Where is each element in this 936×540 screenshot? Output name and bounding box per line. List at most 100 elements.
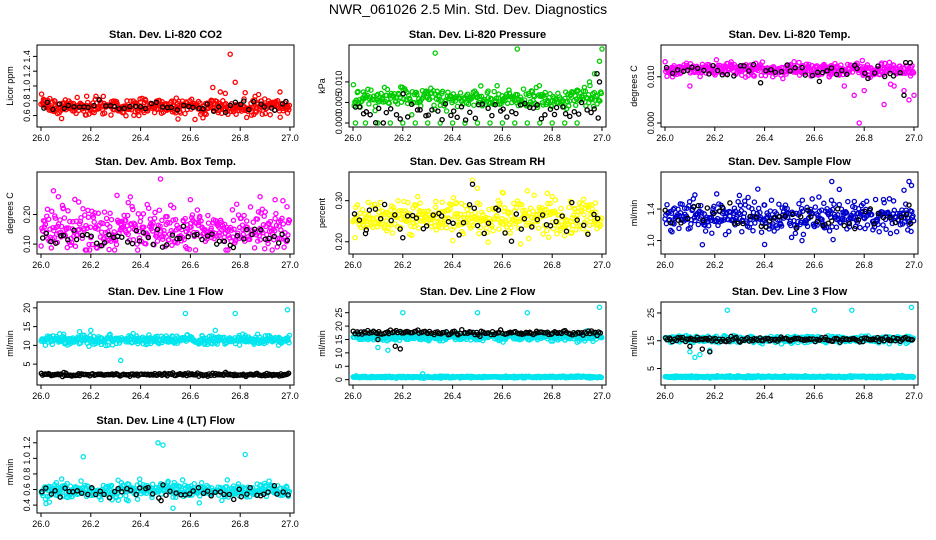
data-point	[413, 215, 420, 221]
data-point	[143, 241, 149, 247]
data-point	[230, 217, 237, 224]
x-tick-label: 26.2	[706, 133, 724, 143]
y-axis-label: ml/min	[317, 330, 327, 357]
data-points	[662, 178, 917, 248]
data-point	[684, 67, 691, 73]
data-point	[675, 206, 681, 213]
data-point	[824, 68, 830, 74]
data-point	[44, 206, 51, 213]
data-point	[215, 104, 222, 110]
data-point	[169, 230, 176, 236]
data-point	[177, 235, 183, 242]
data-point	[227, 102, 234, 109]
x-tick-label: 26.2	[706, 260, 724, 270]
data-point	[124, 239, 131, 245]
data-point	[404, 213, 411, 219]
data-point	[200, 106, 206, 112]
data-point	[561, 232, 568, 239]
x-tick-label: 26.6	[806, 260, 824, 270]
x-tick-label: 26.2	[82, 391, 100, 401]
data-point	[279, 215, 285, 222]
data-point	[101, 209, 108, 215]
data-point	[481, 230, 487, 237]
data-point	[735, 220, 741, 227]
data-point	[381, 201, 388, 208]
data-point	[561, 120, 568, 126]
data-point	[88, 327, 94, 334]
data-point	[829, 206, 836, 213]
data-point	[241, 212, 247, 219]
data-point	[261, 104, 268, 110]
data-point	[898, 214, 905, 221]
data-point	[383, 218, 389, 224]
data-point	[280, 197, 286, 204]
data-point	[574, 120, 580, 126]
data-points	[350, 304, 605, 382]
data-point	[792, 230, 799, 237]
data-point	[587, 215, 594, 221]
data-point	[522, 100, 528, 107]
data-point	[392, 343, 399, 349]
data-point	[383, 109, 390, 116]
y-tick-label: 0	[334, 377, 344, 382]
data-point	[459, 326, 465, 333]
data-point	[417, 200, 424, 206]
data-point	[669, 74, 676, 80]
data-point	[67, 218, 73, 225]
page-title: NWR_061026 2.5 Min. Std. Dev. Diagnostic…	[328, 1, 608, 17]
data-point	[816, 194, 822, 200]
data-point	[95, 210, 102, 217]
data-point	[74, 94, 80, 101]
data-point	[530, 105, 537, 111]
data-point	[462, 120, 468, 126]
data-point	[585, 231, 591, 237]
data-point	[747, 213, 754, 220]
data-point	[547, 200, 553, 207]
data-point	[442, 101, 449, 107]
data-point	[423, 112, 429, 119]
data-point	[213, 233, 220, 239]
data-point	[374, 220, 380, 227]
data-point	[357, 210, 363, 217]
data-point	[98, 242, 105, 249]
data-point	[685, 215, 691, 222]
data-point	[782, 205, 788, 211]
data-point	[419, 371, 426, 377]
data-point	[161, 231, 168, 237]
y-tick-label: 1.4	[22, 50, 32, 63]
x-tick-label: 26.6	[182, 391, 200, 401]
data-point	[83, 93, 90, 99]
data-point	[755, 186, 761, 192]
data-point	[564, 218, 571, 224]
data-point	[232, 310, 238, 317]
data-point	[549, 193, 555, 200]
data-point	[189, 212, 196, 218]
data-point	[88, 233, 94, 239]
data-point	[86, 343, 92, 350]
data-point	[267, 218, 274, 225]
data-point	[286, 217, 293, 224]
data-point	[251, 226, 258, 232]
data-point	[61, 105, 68, 112]
data-point	[584, 107, 590, 113]
x-tick-label: 27.0	[593, 260, 611, 270]
data-point	[558, 205, 564, 212]
data-point	[164, 213, 170, 220]
data-point	[530, 208, 536, 214]
data-point	[811, 307, 818, 313]
data-point	[366, 330, 372, 336]
data-point	[168, 104, 175, 111]
data-point	[192, 116, 198, 123]
data-point	[390, 204, 397, 211]
data-point	[580, 222, 587, 229]
data-point	[556, 223, 562, 229]
data-point	[829, 178, 835, 185]
x-tick-label: 27.0	[905, 260, 923, 270]
data-point	[588, 109, 594, 116]
data-point	[740, 220, 746, 227]
data-point	[871, 70, 878, 76]
data-point	[478, 83, 484, 89]
data-point	[352, 234, 358, 241]
